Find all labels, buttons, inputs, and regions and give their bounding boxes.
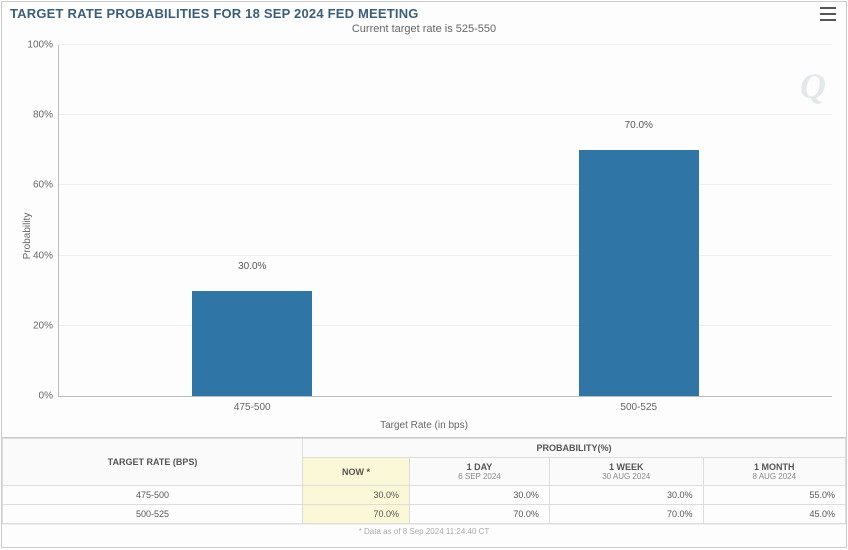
data-table-wrap: TARGET RATE (BPS) PROBABILITY(%) NOW *1 … [2,437,846,538]
plot-area: 0%20%40%60%80%100%30.0%475-50070.0%500-5… [58,45,832,397]
y-tick: 60% [21,180,53,191]
column-header: 1 DAY6 SEP 2024 [410,458,550,486]
table-row: 475-50030.0%30.0%30.0%55.0% [3,486,846,505]
y-tick: 100% [21,40,53,51]
data-table: TARGET RATE (BPS) PROBABILITY(%) NOW *1 … [2,438,846,524]
table-cell: 30.0% [303,486,410,505]
x-axis-label: Target Rate (in bps) [2,420,846,431]
bar-value-label: 70.0% [625,120,653,135]
table-cell: 70.0% [549,505,703,524]
x-tick: 475-500 [234,402,271,413]
table-cell: 30.0% [410,486,550,505]
y-tick: 20% [21,320,53,331]
footnote: * Data as of 8 Sep 2024 11:24:40 CT [2,524,846,538]
bar[interactable] [579,150,699,396]
chart: Q Probability 0%20%40%60%80%100%30.0%475… [2,35,846,437]
column-header: 1 MONTH8 AUG 2024 [703,458,845,486]
table-cell: 30.0% [549,486,703,505]
bar[interactable] [192,291,312,396]
hamburger-menu-icon[interactable] [820,7,836,21]
column-header: 1 WEEK30 AUG 2024 [549,458,703,486]
page-title: TARGET RATE PROBABILITIES FOR 18 SEP 202… [10,6,419,21]
table-row: 500-52570.0%70.0%70.0%45.0% [3,505,846,524]
row-label: 500-525 [3,505,303,524]
row-label: 475-500 [3,486,303,505]
subtitle: Current target rate is 525-550 [2,23,846,35]
prob-header: PROBABILITY(%) [303,439,846,458]
row-header: TARGET RATE (BPS) [3,439,303,486]
column-header: NOW * [303,458,410,486]
table-cell: 70.0% [303,505,410,524]
bar-slot: 70.0%500-525 [446,45,833,396]
table-cell: 55.0% [703,486,845,505]
y-tick: 40% [21,250,53,261]
main-container: TARGET RATE PROBABILITIES FOR 18 SEP 202… [1,1,847,548]
x-tick: 500-525 [620,402,657,413]
table-cell: 70.0% [410,505,550,524]
bar-slot: 30.0%475-500 [59,45,446,396]
y-tick: 0% [21,391,53,402]
bar-value-label: 30.0% [238,261,266,276]
y-tick: 80% [21,110,53,121]
title-row: TARGET RATE PROBABILITIES FOR 18 SEP 202… [2,2,846,21]
table-cell: 45.0% [703,505,845,524]
